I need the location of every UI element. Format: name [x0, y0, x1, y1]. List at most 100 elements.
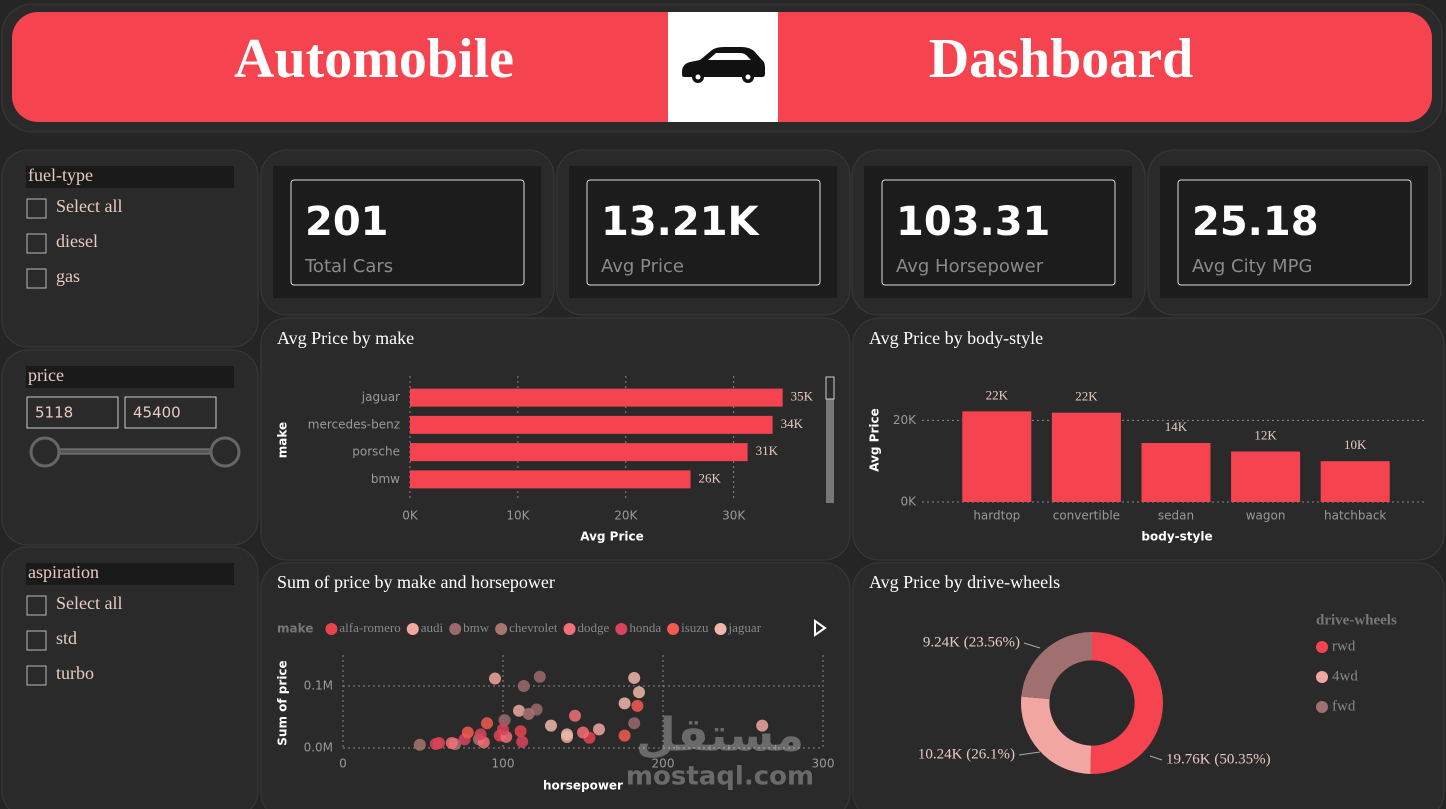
bar — [962, 411, 1032, 502]
range-track — [44, 448, 226, 455]
point — [522, 707, 535, 720]
value-label: 19.76K (50.35%) — [1166, 751, 1271, 767]
card-label: Avg Horsepower — [896, 256, 1044, 277]
y-tick-label: 0.0M — [304, 741, 333, 755]
value-label: 10.24K (26.1%) — [918, 746, 1015, 762]
chart-title: Avg Price by body-style — [869, 328, 1043, 348]
legend-label: alfa-romero — [339, 620, 400, 635]
range-handle[interactable] — [29, 436, 61, 468]
range-input[interactable] — [26, 396, 119, 429]
value-label: 35K — [791, 389, 814, 404]
leader-line — [1023, 642, 1041, 649]
x-tick-label: 300 — [812, 757, 835, 771]
x-tick-label: 0K — [402, 509, 419, 523]
legend-label: jaguar — [728, 620, 762, 635]
slicer-header — [26, 563, 234, 585]
slicer-option[interactable]: Select all — [56, 196, 122, 216]
card-inner — [273, 166, 541, 298]
card-box — [586, 179, 821, 286]
y-axis-title: Avg Price — [868, 408, 882, 472]
slicer-option[interactable]: Select all — [56, 593, 122, 613]
x-tick-label: 30K — [722, 509, 746, 523]
bar — [1141, 443, 1211, 502]
pie-slice — [1021, 632, 1092, 700]
cards: 201 Total Cars 13.21K Avg Price 103.31 Avg Ho… — [260, 149, 1442, 316]
range-input[interactable] — [124, 396, 217, 429]
range-min[interactable]: 5118 — [35, 404, 73, 422]
point — [533, 670, 546, 683]
point — [756, 719, 769, 732]
scrollbar-thumb[interactable] — [825, 376, 835, 400]
card-box — [881, 179, 1116, 286]
y-tick-label: 0.1M — [304, 679, 333, 693]
legend-next[interactable] — [814, 619, 827, 637]
legend-label: audi — [421, 620, 444, 635]
checkbox[interactable] — [26, 630, 47, 651]
legend-swatch — [325, 623, 338, 635]
card-value: 103.31 — [896, 199, 1050, 245]
card-box — [1177, 179, 1412, 286]
slicer-title: aspiration — [28, 562, 99, 582]
card-label: Avg City MPG — [1192, 256, 1312, 277]
slicer-option[interactable]: std — [56, 628, 77, 648]
slicer-option[interactable]: diesel — [56, 231, 98, 251]
card-box — [290, 179, 525, 286]
card-value: 201 — [305, 199, 389, 245]
card-inner — [864, 166, 1132, 298]
legend-swatch — [1316, 641, 1328, 653]
legend-title: make — [277, 622, 313, 636]
range-max[interactable]: 45400 — [133, 404, 181, 422]
x-tick-label: 100 — [492, 757, 515, 771]
y-tick-label: 0K — [900, 495, 917, 509]
y-tick-label: jaguar — [361, 390, 400, 404]
car-icon — [682, 47, 765, 83]
point — [569, 709, 581, 722]
bar — [410, 388, 783, 407]
watermark-text: mostaql.com — [626, 762, 814, 792]
chart-title: Avg Price by make — [277, 328, 414, 348]
checkbox[interactable] — [26, 665, 47, 686]
card-inner — [1160, 166, 1428, 298]
chart-panel — [260, 317, 851, 561]
legend-label: fwd — [1332, 698, 1356, 714]
bar — [410, 470, 691, 489]
slicer-option[interactable]: gas — [56, 266, 80, 286]
checkbox[interactable] — [26, 268, 47, 289]
legend-swatch — [495, 623, 508, 635]
range-handle[interactable] — [209, 436, 241, 468]
value-label: 9.24K (23.56%) — [923, 634, 1020, 650]
legend-swatch — [1316, 671, 1328, 683]
x-tick-label: 200 — [652, 757, 675, 771]
value-label: 14K — [1165, 419, 1188, 434]
bar — [1320, 461, 1390, 502]
checkbox[interactable] — [26, 233, 47, 254]
point — [461, 726, 474, 739]
slicer-header — [26, 166, 234, 188]
point — [481, 717, 493, 730]
pie-slice — [1090, 632, 1163, 774]
point — [497, 723, 509, 736]
point — [633, 686, 645, 699]
legend-label: chevrolet — [509, 620, 558, 635]
watermark-logo: مستقل — [636, 708, 804, 762]
value-label: 26K — [699, 470, 722, 485]
checkbox[interactable] — [26, 198, 47, 219]
header-title-left: Automobile — [234, 28, 514, 90]
y-tick-label: bmw — [371, 472, 400, 486]
scrollbar[interactable] — [826, 377, 834, 503]
slicer-option[interactable]: turbo — [56, 663, 94, 683]
slicer-panel — [1, 149, 259, 348]
legend-label: dodge — [578, 620, 610, 635]
legend-swatch — [406, 623, 419, 635]
point — [445, 737, 458, 750]
checkbox[interactable] — [26, 595, 47, 616]
card-inner — [569, 166, 837, 298]
value-label: 22K — [1075, 389, 1098, 404]
legend-title: drive-wheels — [1316, 612, 1397, 628]
legend-label: isuzu — [681, 620, 709, 635]
x-axis-title: body-style — [1141, 530, 1212, 544]
x-tick-label: 20K — [614, 509, 638, 523]
point — [514, 725, 527, 738]
legend-swatch — [615, 623, 628, 635]
